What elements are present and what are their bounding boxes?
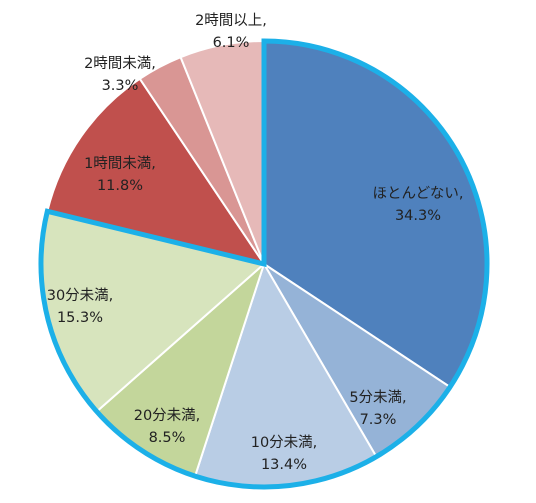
slice-label-5: 1時間未満, 11.8% xyxy=(84,155,156,194)
slice-category-label: 20分未満, xyxy=(134,407,201,424)
slice-category-label: 30分未満, xyxy=(47,287,114,304)
slice-category-label: 2時間未満, xyxy=(84,55,156,72)
slice-label-6: 2時間未満, 3.3% xyxy=(84,55,156,94)
slice-label-0: ほとんどない, 34.3% xyxy=(373,185,464,224)
slice-value-label: 7.3% xyxy=(360,412,397,428)
pie-slice-5 xyxy=(46,77,267,266)
slice-value-label: 15.3% xyxy=(57,310,103,326)
slice-value-label: 6.1% xyxy=(213,35,250,51)
slice-value-label: 13.4% xyxy=(261,457,307,473)
slice-category-label: 2時間以上, xyxy=(195,12,267,29)
slice-value-label: 8.5% xyxy=(149,430,186,446)
slices-layer xyxy=(40,39,488,489)
slice-category-label: 5分未満, xyxy=(349,389,406,406)
labels-layer: ほとんどない, 34.3% 5分未満, 7.3% 10分未満, 13.4% 20分未満, 8.… xyxy=(47,12,464,473)
highlight-outline xyxy=(38,38,490,490)
slice-value-label: 3.3% xyxy=(102,78,139,94)
slice-label-7: 2時間以上, 6.1% xyxy=(195,12,267,51)
slice-label-1: 5分未満, 7.3% xyxy=(349,389,406,428)
slice-label-4: 30分未満, 15.3% xyxy=(47,287,114,326)
slice-category-label: 10分未満, xyxy=(251,434,318,451)
slice-label-2: 10分未満, 13.4% xyxy=(251,434,318,473)
slice-value-label: 34.3% xyxy=(395,208,441,224)
slice-category-label: 1時間未満, xyxy=(84,155,156,172)
slice-category-label: ほとんどない, xyxy=(373,185,464,202)
slice-value-label: 11.8% xyxy=(97,178,143,194)
slice-label-3: 20分未満, 8.5% xyxy=(134,407,201,446)
